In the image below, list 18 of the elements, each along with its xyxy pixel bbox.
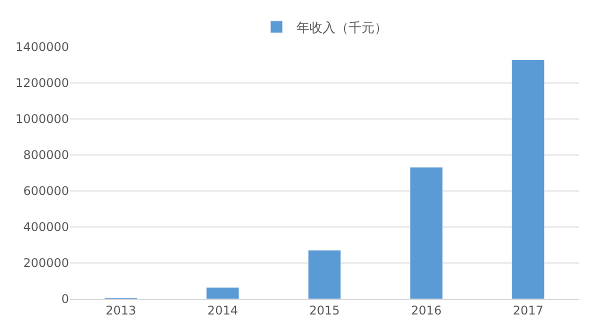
- bar: [512, 60, 545, 299]
- y-tick-label: 0: [61, 292, 69, 306]
- y-tick-label: 800000: [23, 148, 69, 162]
- bar: [410, 166, 443, 299]
- y-tick-label: 1400000: [16, 40, 69, 54]
- y-tick-label: 1000000: [16, 112, 69, 126]
- y-tick-label: 1200000: [16, 76, 69, 90]
- y-tick-label: 400000: [23, 220, 69, 234]
- x-tick-label: 2016: [411, 303, 442, 318]
- y-tick-label: 600000: [23, 184, 69, 198]
- x-tick-label: 2015: [309, 303, 340, 318]
- bar: [206, 287, 240, 299]
- y-tick-label: 200000: [23, 256, 69, 270]
- x-tick-label: 2013: [106, 303, 136, 318]
- bar: [308, 250, 342, 299]
- x-tick-label: 2014: [207, 303, 238, 318]
- legend-label: 年收入（千元）: [296, 20, 388, 36]
- x-tick-label: 2017: [512, 303, 544, 318]
